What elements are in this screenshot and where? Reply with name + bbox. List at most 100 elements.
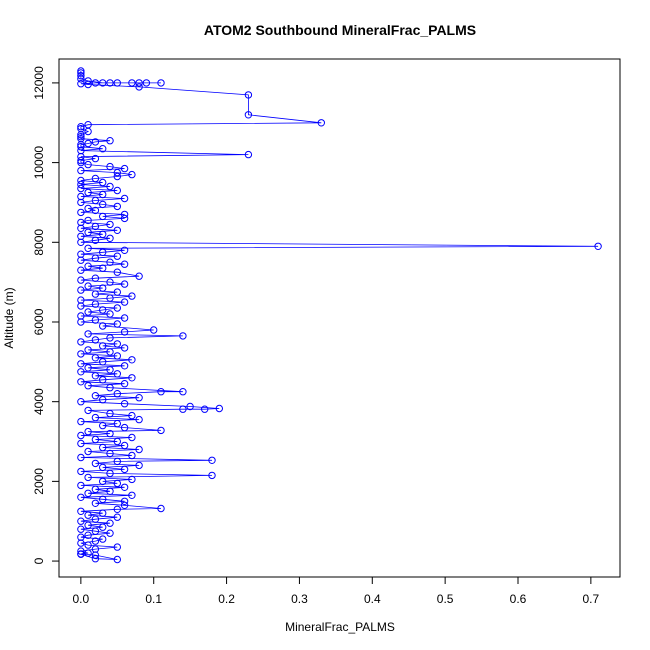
data-point	[113, 168, 122, 177]
x-tick-label: 0.6	[510, 592, 527, 606]
data-point	[77, 302, 85, 310]
data-point	[106, 529, 114, 537]
data-point	[106, 137, 114, 145]
data-point	[84, 160, 92, 169]
data-point	[244, 91, 253, 99]
data-point	[113, 288, 122, 296]
data-point	[113, 79, 122, 87]
data-point	[84, 77, 92, 85]
data-point	[84, 244, 92, 253]
data-point	[91, 254, 100, 262]
data-point	[91, 413, 100, 422]
data-point	[120, 483, 129, 491]
data-point	[77, 550, 85, 558]
data-point	[84, 447, 92, 456]
data-point	[91, 300, 100, 308]
data-point	[128, 356, 136, 364]
data-point	[157, 504, 165, 513]
data-point	[99, 306, 107, 314]
data-point	[77, 238, 85, 247]
data-point	[128, 451, 136, 460]
data-point	[91, 196, 100, 205]
data-point	[91, 555, 100, 563]
data-point	[113, 186, 122, 195]
data-point	[91, 336, 100, 344]
data-point	[113, 268, 122, 276]
data-point	[77, 131, 85, 139]
data-point	[77, 208, 85, 217]
data-point	[106, 79, 114, 87]
data-point	[77, 507, 85, 515]
data-point	[84, 382, 92, 390]
data-point	[120, 314, 129, 322]
data-point	[77, 533, 85, 541]
data-point	[99, 523, 107, 531]
data-point	[99, 79, 107, 87]
data-point	[77, 133, 85, 141]
data-point	[106, 519, 114, 527]
data-point	[77, 539, 85, 547]
data-point	[106, 409, 114, 418]
data-point	[128, 475, 136, 484]
data-point	[113, 457, 122, 466]
data-point	[244, 150, 253, 159]
data-point	[179, 388, 187, 396]
data-point	[99, 509, 107, 517]
data-point	[317, 119, 325, 127]
x-tick-label: 0.7	[583, 592, 600, 606]
data-point	[120, 328, 129, 336]
data-point	[99, 248, 107, 257]
data-point	[91, 138, 100, 146]
data-point	[106, 449, 114, 458]
data-point	[128, 79, 136, 87]
x-tick-label: 0.3	[291, 592, 308, 606]
plot-frame	[58, 58, 621, 578]
data-point	[77, 80, 85, 88]
data-point	[99, 477, 107, 486]
data-point	[84, 262, 92, 270]
data-point	[120, 260, 129, 268]
data-point	[99, 495, 107, 503]
y-tick-label: 10000	[32, 146, 46, 180]
data-point	[84, 139, 92, 148]
data-point	[120, 380, 129, 388]
data-point	[77, 350, 85, 358]
data-point	[113, 340, 122, 348]
data-point	[120, 497, 129, 505]
data-point	[128, 411, 136, 420]
data-point	[84, 489, 92, 497]
data-point	[77, 75, 85, 83]
data-point	[208, 456, 216, 464]
data-point	[99, 396, 107, 404]
data-point	[84, 549, 92, 557]
x-axis: 0.0 0.1 0.2 0.3 0.4 0.5 0.6 0.7	[73, 576, 600, 606]
data-point	[120, 210, 129, 219]
data-point	[99, 200, 107, 209]
data-point	[91, 236, 100, 245]
data-point	[113, 513, 122, 521]
data-point	[91, 499, 100, 507]
data-point	[77, 338, 85, 346]
data-point	[91, 274, 100, 282]
data-point	[113, 304, 122, 312]
y-tick-label: 8000	[32, 229, 46, 256]
data-point	[77, 123, 85, 131]
data-point	[128, 491, 136, 499]
x-tick-label: 0.5	[437, 592, 454, 606]
data-point	[99, 463, 107, 472]
data-point	[99, 264, 107, 272]
data-point	[128, 292, 136, 300]
series-line	[80, 71, 599, 560]
data-point	[99, 535, 107, 543]
data-point	[77, 276, 85, 284]
data-point	[77, 192, 85, 201]
x-tick-label: 0.1	[145, 592, 162, 606]
data-point	[91, 222, 100, 231]
data-point	[84, 511, 92, 519]
data-point	[84, 427, 92, 436]
data-point	[91, 372, 100, 380]
data-point	[106, 429, 114, 438]
data-point	[99, 145, 107, 153]
data-point	[99, 190, 107, 199]
